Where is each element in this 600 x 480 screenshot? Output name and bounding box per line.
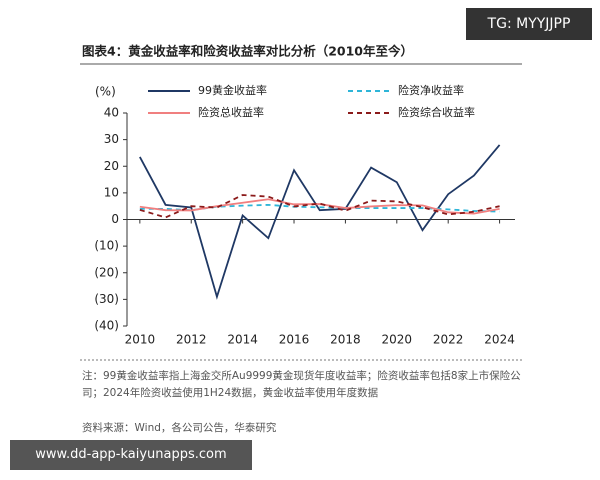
series-line (139, 144, 501, 300)
legend-label: 99黄金收益率 (198, 83, 267, 97)
y-tick-label: (40) (94, 319, 119, 333)
y-tick-label: (30) (94, 292, 119, 306)
x-tick-label: 2022 (433, 333, 464, 347)
series-line (139, 198, 500, 215)
chart-title: 图表4：黄金收益率和险资收益率对比分析（2010年至今） (82, 44, 413, 59)
note: 注：99黄金收益率指上海金交所Au9999黄金现货年度收益率；险资收益率包括8家… (82, 370, 521, 399)
x-tick-label: 2010 (125, 333, 156, 347)
series-line (139, 203, 500, 213)
watermark: TG: MYYJJPP (466, 8, 592, 40)
y-tick-label: 30 (104, 132, 119, 146)
y-tick-label: (20) (94, 265, 119, 279)
x-tick-label: 2018 (330, 333, 361, 347)
y-tick-label: 0 (111, 212, 119, 226)
legend-label: 险资综合收益率 (398, 105, 475, 119)
x-tick-label: 2020 (382, 333, 413, 347)
x-tick-label: 2012 (176, 333, 207, 347)
x-tick-label: 2024 (484, 333, 515, 347)
y-tick-label: 20 (104, 159, 119, 173)
y-tick-label: (10) (94, 239, 119, 253)
series-line (139, 194, 500, 219)
source: 资料来源：Wind，各公司公告，华泰研究 (82, 422, 277, 434)
y-label: (%) (95, 85, 116, 99)
y-tick-label: 10 (104, 185, 119, 199)
legend-label: 险资总收益率 (198, 105, 264, 119)
banner: www.dd-app-kaiyunapps.com (10, 440, 252, 470)
legend-label: 险资净收益率 (398, 83, 464, 97)
x-tick-label: 2014 (227, 333, 258, 347)
y-tick-label: 40 (104, 106, 119, 120)
x-tick-label: 2016 (279, 333, 310, 347)
